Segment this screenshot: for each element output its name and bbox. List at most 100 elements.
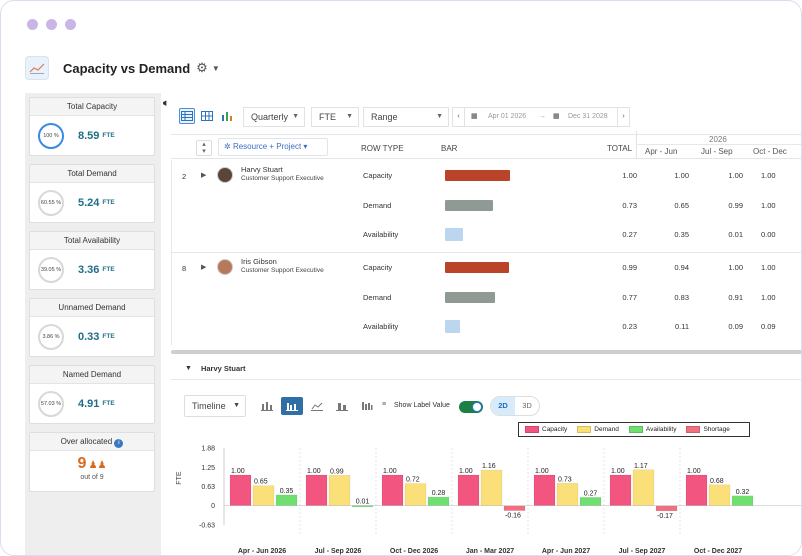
table-view-icon[interactable] bbox=[179, 108, 195, 124]
people-icon: ♟♟ bbox=[88, 460, 107, 471]
date-range-picker[interactable]: ‹ ▦ Apr 01 2026 → ▦ Dec 31 2028 › bbox=[452, 107, 630, 127]
percent-ring: 39.05 % bbox=[38, 256, 64, 283]
resource-count: 8 bbox=[182, 264, 187, 273]
calendar-icon: ▦ bbox=[471, 113, 478, 120]
data-label: 1.00 bbox=[307, 468, 321, 475]
legend-item-capacity[interactable]: Capacity bbox=[525, 426, 567, 433]
legend-label: Capacity bbox=[542, 426, 568, 433]
view-select[interactable]: Timeline ▼ bbox=[184, 395, 246, 417]
page-header: Capacity vs Demand ⚙ ▼ bbox=[25, 55, 220, 81]
legend-item-shortage[interactable]: Shortage bbox=[686, 426, 730, 433]
card-unit: FTE bbox=[102, 400, 115, 407]
unit-select[interactable]: FTE ▼ bbox=[311, 107, 359, 127]
window-dot[interactable] bbox=[27, 19, 38, 30]
bar-capacity bbox=[457, 474, 480, 506]
chart-view-icon[interactable] bbox=[219, 108, 235, 124]
col-q-oct-dec[interactable]: Oct - Dec bbox=[753, 147, 787, 156]
grid-view-icon[interactable] bbox=[199, 108, 215, 124]
capacity-demand-chart: FTE 1.88 1.25 0.63 0 -0.63 Apr - Jun 2026 1.00 0… bbox=[176, 446, 801, 555]
end-date[interactable]: Dec 31 2028 bbox=[568, 113, 608, 120]
data-label: 0.65 bbox=[254, 479, 268, 486]
card-value: 4.91 bbox=[78, 397, 100, 410]
summary-card-over-allocated: Over allocated i 9 ♟♟ out of 9 bbox=[29, 432, 155, 492]
bar-demand bbox=[328, 475, 351, 506]
detail-header[interactable]: ▼ Harvy Stuart bbox=[171, 358, 801, 380]
resource-row[interactable]: 2 ▶ Harvy Stuart Customer Support Execut… bbox=[171, 163, 361, 193]
legend-item-demand[interactable]: Demand bbox=[577, 426, 619, 433]
row-type: Capacity bbox=[363, 263, 393, 272]
row-q1: 0.94 bbox=[674, 263, 689, 272]
row-total: 0.77 bbox=[622, 293, 637, 302]
row-total: 0.23 bbox=[622, 322, 637, 331]
expand-icon[interactable]: ▶ bbox=[201, 172, 207, 179]
prev-period-icon[interactable]: ‹ bbox=[453, 108, 465, 126]
x-tick-label: Apr - Jun 2026 bbox=[238, 548, 286, 555]
chevron-down-icon[interactable]: ▼ bbox=[211, 63, 220, 73]
card-unit: FTE bbox=[102, 199, 115, 206]
percent-ring: 100 % bbox=[38, 122, 64, 149]
data-label: 0.73 bbox=[558, 476, 572, 483]
resource-row[interactable]: 8 ▶ Iris Gibson Customer Support Executi… bbox=[171, 255, 361, 285]
col-row-type[interactable]: ROW TYPE bbox=[361, 144, 404, 153]
collapse-panel-icon[interactable]: ◀ bbox=[163, 99, 166, 107]
row-type: Demand bbox=[363, 293, 392, 302]
col-bar[interactable]: BAR bbox=[441, 144, 458, 153]
bar-availability bbox=[579, 497, 602, 506]
show-label-text: Show Label Value bbox=[394, 402, 450, 409]
info-icon[interactable]: i bbox=[114, 439, 124, 448]
toggle-knob bbox=[472, 402, 482, 412]
row-type: Availability bbox=[363, 230, 399, 239]
collapse-icon[interactable]: ▼ bbox=[185, 365, 192, 372]
chart-type-column-icon[interactable] bbox=[356, 397, 378, 415]
start-date[interactable]: Apr 01 2026 bbox=[488, 113, 527, 120]
table-row: Demand 0.77 0.83 0.91 1.00 bbox=[171, 283, 801, 312]
mode-2d-button[interactable]: 2D bbox=[491, 397, 515, 415]
avatar bbox=[217, 167, 233, 183]
bar-capacity bbox=[305, 474, 328, 506]
chart-type-line-icon[interactable] bbox=[306, 397, 328, 415]
row-q2: 0.91 bbox=[728, 293, 743, 302]
bar-capacity bbox=[685, 474, 708, 506]
over-allocated-count: 9 bbox=[77, 455, 87, 472]
bar-demand bbox=[708, 484, 731, 506]
window-dot[interactable] bbox=[65, 19, 76, 30]
chart-legend: Capacity Demand Availability Shortage bbox=[518, 422, 750, 437]
row-q1: 0.83 bbox=[674, 293, 689, 302]
group-by-select[interactable]: ✲ Resource + Project ▾ bbox=[218, 138, 328, 156]
legend-item-availability[interactable]: Availability bbox=[628, 426, 676, 433]
bar-demand bbox=[252, 485, 275, 506]
card-title: Total Availability bbox=[30, 232, 154, 250]
sort-icon[interactable]: ▴ ▾ bbox=[196, 140, 212, 156]
summary-card-total-demand: Total Demand 60.55 % 5.24 FTE bbox=[29, 164, 155, 223]
x-tick-label: Jul - Sep 2027 bbox=[619, 548, 666, 555]
bar-capacity bbox=[381, 474, 404, 506]
gear-icon[interactable]: ⚙ bbox=[196, 60, 208, 75]
data-label: -0.17 bbox=[657, 513, 673, 520]
bar-shortage bbox=[655, 505, 678, 512]
col-q-jul-sep[interactable]: Jul - Sep bbox=[701, 147, 733, 156]
chart-type-stacked-bar-icon[interactable] bbox=[331, 397, 353, 415]
col-total[interactable]: TOTAL bbox=[607, 144, 633, 153]
capacity-bar bbox=[445, 262, 509, 273]
period-select[interactable]: Quarterly ▼ bbox=[243, 107, 305, 127]
mode-3d-button[interactable]: 3D bbox=[522, 401, 532, 410]
expand-icon[interactable]: ▶ bbox=[201, 264, 207, 271]
chart-type-bar-icon[interactable] bbox=[256, 397, 278, 415]
col-q-apr-jun[interactable]: Apr - Jun bbox=[645, 147, 678, 156]
col-year: 2026 bbox=[709, 135, 727, 144]
window-dot[interactable] bbox=[46, 19, 57, 30]
show-label-toggle[interactable] bbox=[459, 401, 483, 413]
row-q2: 0.01 bbox=[728, 230, 743, 239]
bar-capacity bbox=[609, 474, 632, 506]
card-value: 5.24 bbox=[78, 196, 100, 209]
data-label: 1.00 bbox=[383, 468, 397, 475]
row-total: 0.73 bbox=[622, 201, 637, 210]
data-label: 0.01 bbox=[356, 498, 370, 505]
next-period-icon[interactable]: › bbox=[617, 108, 629, 126]
range-select[interactable]: Range ▼ bbox=[363, 107, 449, 127]
chart-type-grouped-bar-icon[interactable] bbox=[281, 397, 303, 415]
bar-availability bbox=[275, 494, 298, 506]
data-label: 1.17 bbox=[634, 463, 648, 470]
horizontal-scrollbar[interactable] bbox=[171, 350, 801, 354]
